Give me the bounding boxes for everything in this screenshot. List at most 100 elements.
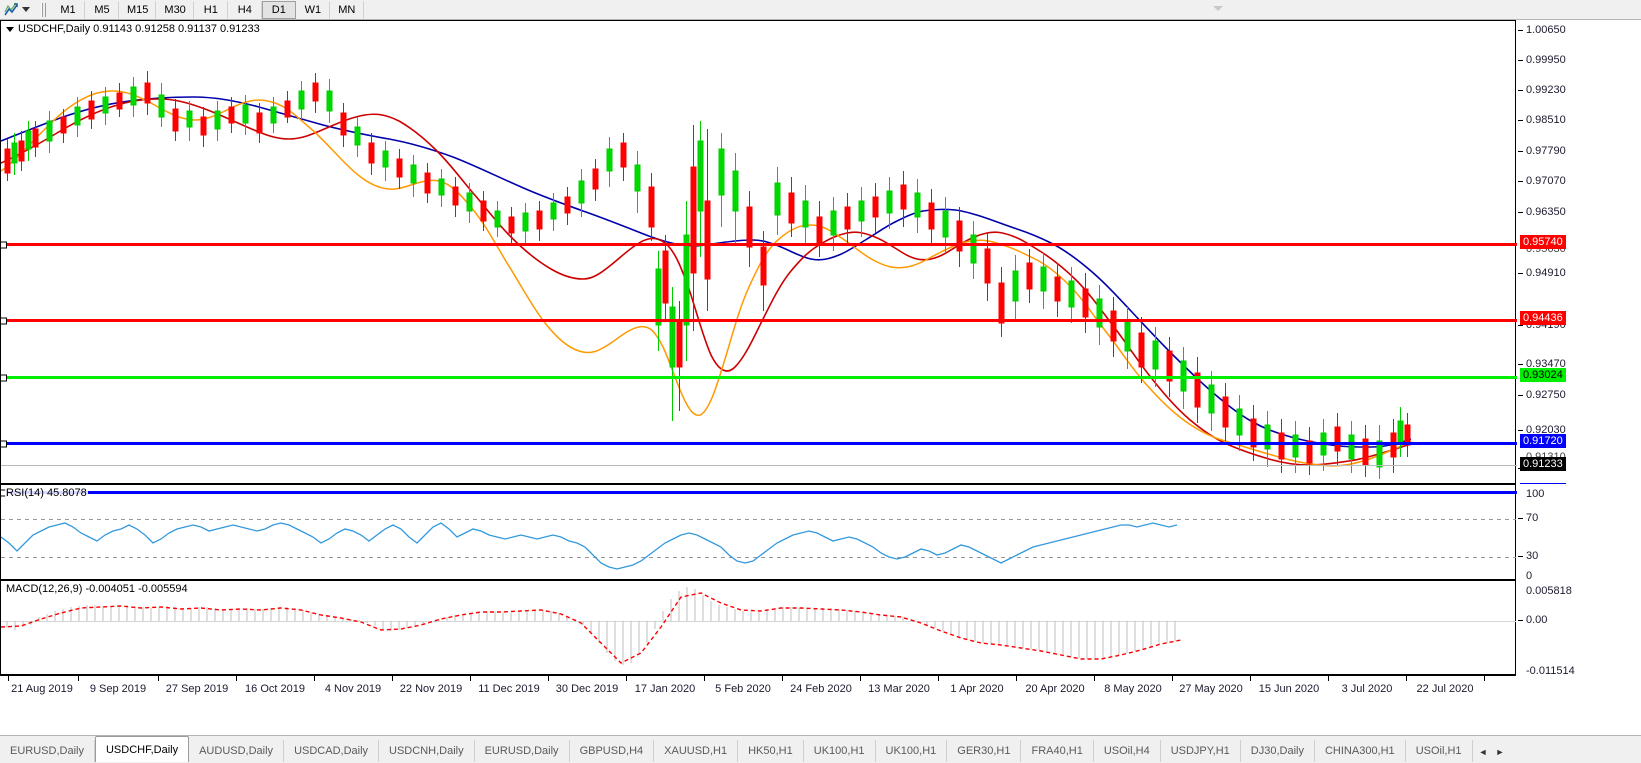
level-line-support-2[interactable] [0,489,1517,496]
macd-indicator-panel[interactable]: MACD(12,26,9) -0.004051 -0.005594 [0,580,1517,675]
chart-tab-usoil-h1[interactable]: USOil,H1 [1406,740,1473,762]
rsi-overbought-level [1,519,1517,520]
date-tick-label: 13 Mar 2020 [868,683,930,695]
rsi-oversold-level [1,557,1517,558]
chart-tab-audusd-daily[interactable]: AUDUSD,Daily [189,740,285,762]
timeframe-m5[interactable]: M5 [85,0,119,19]
chart-tab-usdjpy-h1[interactable]: USDJPY,H1 [1161,740,1241,762]
price-scale-macd: 0.005818 0.00 -0.011514 [1516,580,1641,677]
timeframe-h1[interactable]: H1 [194,0,228,19]
chart-tab-usdcad-daily[interactable]: USDCAD,Daily [284,740,380,762]
date-tick-label: 22 Nov 2019 [399,683,463,695]
chart-tab-xauusd-h1[interactable]: XAUUSD,H1 [654,740,739,762]
timeframe-d1[interactable]: D1 [261,0,296,19]
price-tick: 1.00650 [1526,24,1566,36]
price-chart-panel[interactable]: USDCHF,Daily 0.91143 0.91258 0.91137 0.9… [0,20,1517,496]
level-handle-icon[interactable] [0,241,7,248]
date-tick-label: 17 Jan 2020 [634,683,696,695]
chart-tab-eurusd-daily-1[interactable]: EURUSD,Daily [0,740,95,762]
current-price-line [1,465,1517,466]
price-tick: 0.96350 [1526,206,1566,218]
level-line-resistance-2[interactable] [0,317,1517,324]
price-badge-pivot[interactable]: 0.93024 [1520,368,1566,382]
tab-scroll-prev-icon[interactable]: ◄ [1478,747,1488,757]
macd-zero-line [1,621,1517,622]
timeframe-m1[interactable]: M1 [51,0,85,19]
chart-tab-bar: EURUSD,Daily USDCHF,Daily AUDUSD,Daily U… [0,735,1641,763]
chart-tab-fra40-h1[interactable]: FRA40,H1 [1021,740,1094,762]
chart-tab-eurusd-daily-2[interactable]: EURUSD,Daily [475,740,570,762]
chart-tab-dj30-daily[interactable]: DJ30,Daily [1241,740,1315,762]
level-handle-icon[interactable] [0,317,7,324]
price-badge-current: 0.91233 [1520,457,1566,471]
price-tick: 0.99230 [1526,84,1566,96]
indicators-dropdown-caret-icon[interactable] [22,7,30,12]
indicators-icon[interactable] [3,2,19,18]
date-axis[interactable]: 21 Aug 2019 9 Sep 2019 27 Sep 2019 16 Oc… [0,675,1641,735]
price-badge-resistance-1[interactable]: 0.95740 [1520,235,1566,249]
price-tick: 0.97790 [1526,145,1566,157]
macd-plot [1,587,1182,665]
price-badge-support-1[interactable]: 0.91720 [1520,434,1566,448]
level-line-support-1[interactable] [0,440,1517,447]
chart-shift-marker-icon[interactable] [1213,6,1223,11]
chart-tab-uk100-h1-2[interactable]: UK100,H1 [876,740,948,762]
toolbar-drag-grip-icon[interactable] [41,2,46,17]
chart-tab-ger30-h1[interactable]: GER30,H1 [947,740,1022,762]
price-scale-main[interactable]: 1.00650 0.99950 0.99230 0.98510 0.97790 … [1516,20,1641,502]
chart-tab-usdcnh-daily[interactable]: USDCNH,Daily [379,740,475,762]
macd-histogram [6,587,1176,665]
price-badge-resistance-2[interactable]: 0.94436 [1520,311,1566,325]
rsi-tick: 100 [1526,488,1545,500]
chart-canvas-area[interactable]: USDCHF,Daily 0.91143 0.91258 0.91137 0.9… [0,6,1641,735]
chart-tab-hk50-h1[interactable]: HK50,H1 [738,740,804,762]
date-tick-label: 3 Jul 2020 [1341,683,1393,695]
price-scale-rsi: 100 70 30 0 [1516,484,1641,582]
date-tick-label: 22 Jul 2020 [1416,683,1474,695]
timeframe-toolbar: M1 M5 M15 M30 H1 H4 D1 W1 MN [0,0,1641,20]
chart-tab-gbpusd-h4[interactable]: GBPUSD,H4 [570,740,655,762]
tab-scroll-next-icon[interactable]: ► [1495,747,1505,757]
rsi-plot [1,522,1178,570]
level-handle-icon[interactable] [0,374,7,381]
date-tick-label: 4 Nov 2019 [324,683,382,695]
chart-tab-usoil-h4[interactable]: USOil,H4 [1094,740,1161,762]
candlestick-plot [1,71,1416,479]
timeframe-w1[interactable]: W1 [296,0,330,19]
ma-slow-line [1,96,1412,448]
price-tick: 0.92030 [1526,424,1566,436]
price-tick: 0.94910 [1526,267,1566,279]
date-tick-label: 9 Sep 2019 [89,683,147,695]
rsi-label: RSI(14) 45.8078 [5,487,88,499]
date-tick-label: 11 Dec 2019 [478,683,540,695]
level-line-pivot[interactable] [0,374,1517,381]
chart-tab-uk100-h1-1[interactable]: UK100,H1 [804,740,876,762]
timeframe-m30[interactable]: M30 [156,0,194,19]
price-tick: 0.92750 [1526,389,1566,401]
level-handle-icon[interactable] [0,440,7,447]
ma-fast-line [1,90,1412,467]
macd-tick: 0.00 [1526,614,1548,626]
date-tick-label: 20 Apr 2020 [1025,683,1085,695]
macd-label: MACD(12,26,9) -0.004051 -0.005594 [5,583,189,595]
level-line-resistance-1[interactable] [0,241,1517,248]
timeframe-m15[interactable]: M15 [119,0,157,19]
chart-tab-usdchf-daily[interactable]: USDCHF,Daily [94,736,190,762]
chart-tab-china300-h1[interactable]: CHINA300,H1 [1315,740,1406,762]
tab-scroll-controls: ◄ ► [1475,741,1509,763]
timeframe-h4[interactable]: H4 [228,0,262,19]
price-tick: 0.98510 [1526,114,1566,126]
date-tick-label: 27 May 2020 [1179,683,1243,695]
price-tick: 0.93470 [1526,358,1566,370]
date-tick-label: 27 Sep 2019 [165,683,229,695]
date-tick-label: 30 Dec 2019 [555,683,619,695]
chart-header-caret-icon[interactable] [6,26,14,32]
rsi-indicator-panel[interactable]: RSI(14) 45.8078 [0,484,1517,580]
timeframe-mn[interactable]: MN [330,0,364,19]
chart-symbol-header: USDCHF,Daily 0.91143 0.91258 0.91137 0.9… [5,23,261,35]
date-tick-label: 8 May 2020 [1104,683,1162,695]
date-tick-label: 21 Aug 2019 [11,683,73,695]
macd-tick: -0.011514 [1526,665,1575,677]
price-tick: 0.97070 [1526,175,1566,187]
